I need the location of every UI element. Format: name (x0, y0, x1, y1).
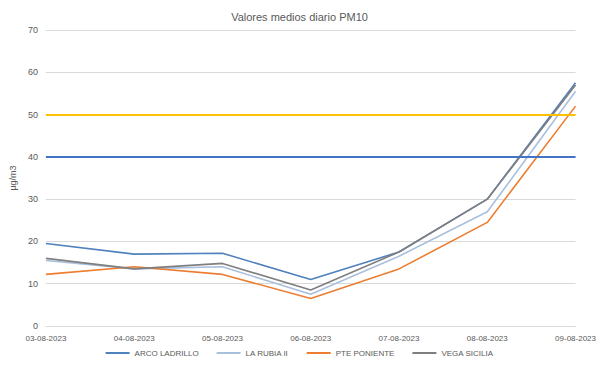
svg-text:08-08-2023: 08-08-2023 (467, 334, 508, 343)
svg-text:70: 70 (28, 25, 38, 35)
svg-text:30: 30 (28, 194, 38, 204)
svg-text:60: 60 (28, 67, 38, 77)
svg-text:06-08-2023: 06-08-2023 (290, 334, 331, 343)
svg-text:LA RUBIA II: LA RUBIA II (246, 349, 288, 358)
svg-text:Valores medios diario PM10: Valores medios diario PM10 (231, 11, 368, 23)
svg-text:07-08-2023: 07-08-2023 (379, 334, 420, 343)
svg-text:10: 10 (28, 279, 38, 289)
svg-text:0: 0 (33, 321, 38, 331)
svg-text:09-08-2023: 09-08-2023 (555, 334, 596, 343)
svg-text:50: 50 (28, 110, 38, 120)
svg-text:PTE PONIENTE: PTE PONIENTE (336, 349, 395, 358)
svg-text:03-08-2023: 03-08-2023 (25, 334, 66, 343)
svg-text:04-08-2023: 04-08-2023 (114, 334, 155, 343)
svg-text:µg/m3: µg/m3 (8, 165, 18, 190)
svg-text:20: 20 (28, 236, 38, 246)
svg-text:40: 40 (28, 152, 38, 162)
svg-text:05-08-2023: 05-08-2023 (202, 334, 243, 343)
svg-text:VEGA SICILIA: VEGA SICILIA (441, 349, 493, 358)
svg-text:ARCO LADRILLO: ARCO LADRILLO (135, 349, 199, 358)
